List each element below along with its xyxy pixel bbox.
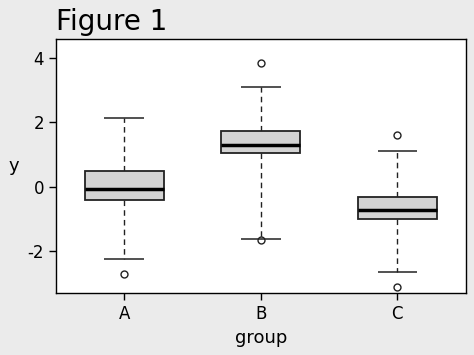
- Bar: [221, 131, 301, 153]
- Bar: [84, 171, 164, 200]
- Bar: [358, 197, 437, 219]
- X-axis label: group: group: [235, 329, 287, 347]
- Y-axis label: y: y: [9, 157, 19, 175]
- Text: Figure 1: Figure 1: [56, 8, 167, 36]
